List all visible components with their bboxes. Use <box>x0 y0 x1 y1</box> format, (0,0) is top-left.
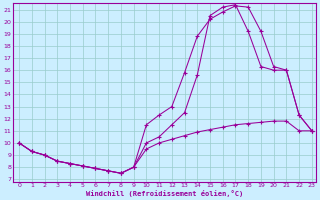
X-axis label: Windchill (Refroidissement éolien,°C): Windchill (Refroidissement éolien,°C) <box>85 190 243 197</box>
